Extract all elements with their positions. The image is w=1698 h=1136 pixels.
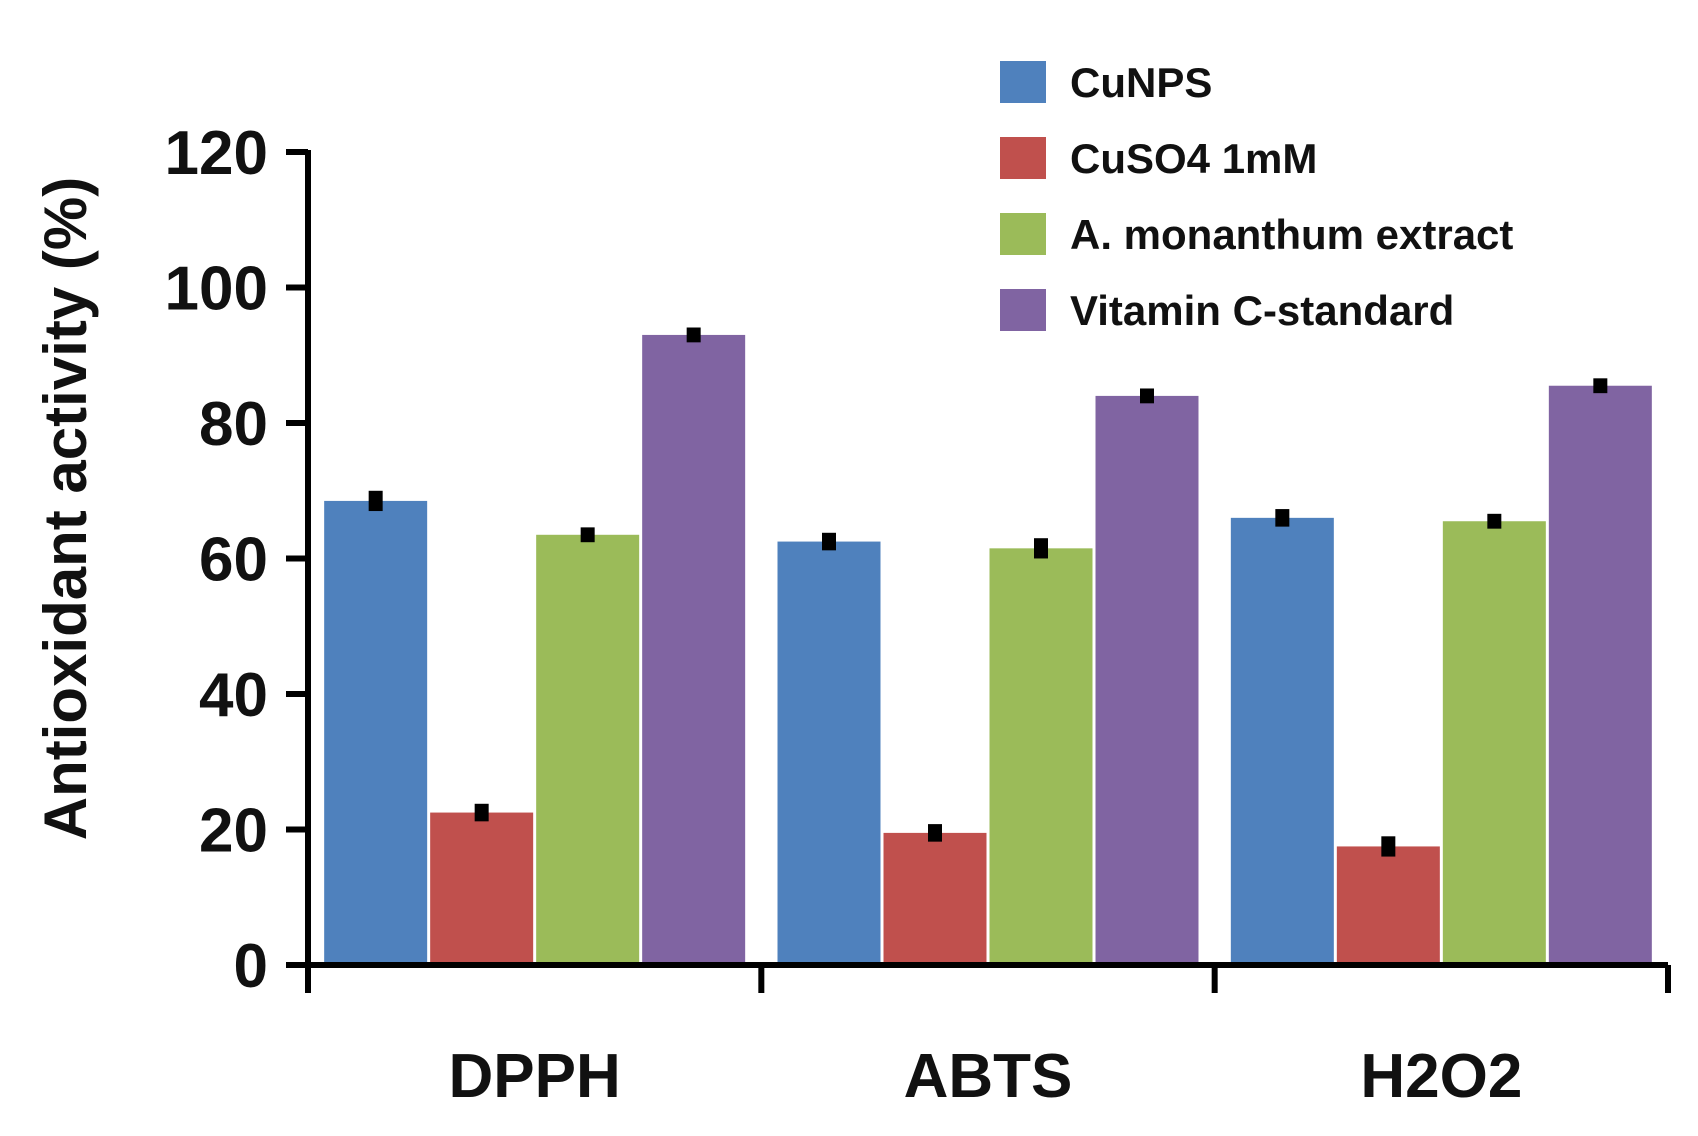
y-tick-label-80: 80 <box>199 390 268 459</box>
error-cap-abts-1 <box>928 824 942 842</box>
legend-label-0: CuNPS <box>1070 59 1212 106</box>
bar-dpph-1 <box>430 812 534 965</box>
error-cap-h2o2-1 <box>1381 836 1396 857</box>
x-category-label-h2o2: H2O2 <box>1360 1042 1522 1111</box>
error-cap-abts-0 <box>822 532 836 551</box>
bar-h2o2-0 <box>1230 517 1334 965</box>
x-category-label-dpph: DPPH <box>449 1042 621 1111</box>
error-cap-h2o2-3 <box>1593 378 1608 394</box>
bar-abts-0 <box>777 541 881 965</box>
y-tick-label-120: 120 <box>165 119 268 188</box>
error-cap-dpph-2 <box>580 527 595 543</box>
error-cap-dpph-1 <box>474 803 489 822</box>
legend-swatch-2 <box>1000 213 1046 255</box>
y-tick-label-60: 60 <box>199 526 268 595</box>
y-tick-label-0: 0 <box>234 932 268 1001</box>
x-category-label-abts: ABTS <box>904 1042 1073 1111</box>
bar-abts-2 <box>989 548 1093 965</box>
legend-swatch-3 <box>1000 289 1046 331</box>
bar-h2o2-3 <box>1548 385 1652 965</box>
legend-label-3: Vitamin C-standard <box>1070 287 1454 334</box>
y-tick-label-40: 40 <box>199 661 268 730</box>
y-tick-label-100: 100 <box>165 255 268 324</box>
legend-label-2: A. monanthum extract <box>1070 211 1513 258</box>
bar-dpph-0 <box>324 500 428 965</box>
error-cap-abts-3 <box>1140 388 1154 404</box>
y-axis-title: Antioxidant activity (%) <box>32 177 99 840</box>
error-cap-h2o2-0 <box>1275 509 1290 527</box>
error-cap-dpph-0 <box>368 490 383 512</box>
legend: CuNPS CuSO4 1mM A. monanthum extract Vitami… <box>1000 59 1513 334</box>
bar-abts-3 <box>1095 395 1199 965</box>
error-bars-layer <box>368 327 1608 857</box>
y-tick-label-20: 20 <box>199 797 268 866</box>
bars-layer <box>324 334 1652 965</box>
error-cap-h2o2-2 <box>1487 513 1502 529</box>
legend-swatch-1 <box>1000 137 1046 179</box>
error-cap-dpph-3 <box>686 327 701 343</box>
axes-layer: 0 20 40 60 80 100 120 DPPH ABTS H2O2 Antioxidant a… <box>32 119 1671 1111</box>
bar-dpph-2 <box>536 534 640 965</box>
bar-abts-1 <box>883 832 987 965</box>
bar-dpph-3 <box>642 334 746 965</box>
legend-label-1: CuSO4 1mM <box>1070 135 1317 182</box>
bar-h2o2-1 <box>1336 846 1440 965</box>
bar-h2o2-2 <box>1442 521 1546 965</box>
legend-swatch-0 <box>1000 61 1046 103</box>
error-cap-abts-2 <box>1034 538 1048 559</box>
